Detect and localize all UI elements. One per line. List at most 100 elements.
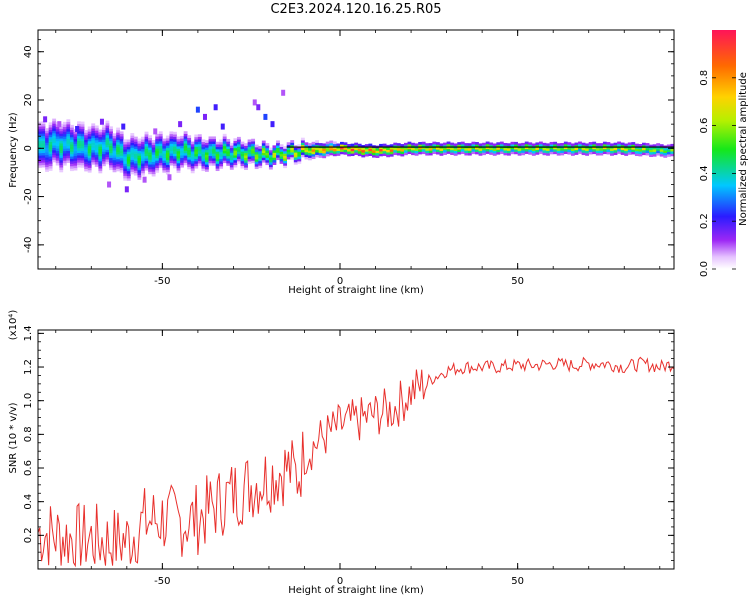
spectrogram-cell <box>109 157 113 161</box>
spectrogram-cell <box>169 160 174 164</box>
spectrogram-cell <box>38 131 42 134</box>
spectrogram-cell <box>258 162 263 166</box>
spectrogram-cell <box>55 128 60 132</box>
spectrogram-cell <box>308 143 312 146</box>
spectrogram-cell <box>84 168 89 172</box>
spectrogram-cell <box>141 153 145 157</box>
spectrogram-cell <box>126 173 131 176</box>
spectrogram-cell <box>482 142 486 146</box>
spectrogram-cell <box>553 144 558 147</box>
spectrogram-cell <box>300 147 305 151</box>
spectrogram-cell <box>101 158 106 162</box>
spectrogram-cell <box>194 141 199 145</box>
snr-y-axis-label: SNR (10 * v/v) <box>8 402 19 473</box>
spectrogram-cell <box>627 147 632 150</box>
spectrogram-cell <box>55 126 60 130</box>
spectrogram-cell <box>204 166 209 170</box>
spectrogram-cell <box>162 155 167 159</box>
spectrogram-cell <box>219 161 224 164</box>
spectrogram-cell <box>439 143 444 147</box>
spectrogram-cell <box>485 141 490 145</box>
spectrogram-cell <box>101 124 106 128</box>
spectrogram-cell <box>304 156 309 160</box>
spectrogram-cell <box>496 147 501 150</box>
spectrogram-cell <box>219 166 224 169</box>
spectrogram-cell <box>560 147 565 151</box>
snr-multiplier-label: (x10⁴) <box>8 310 19 341</box>
spectrogram-cell <box>240 160 245 164</box>
spectrogram-cell <box>212 138 216 142</box>
spectrogram-cell <box>478 150 483 154</box>
spectrogram-cell <box>286 144 291 148</box>
spectrogram-cell <box>84 161 89 165</box>
spectrogram-cell <box>418 149 423 152</box>
spectrogram-cell <box>656 152 661 156</box>
spectrogram-cell <box>119 160 124 164</box>
spectrogram-cell <box>69 161 74 164</box>
spectrogram-cell <box>55 145 60 149</box>
spectrogram-cell <box>229 145 234 149</box>
spectrogram-cell <box>130 147 135 151</box>
spectrogram-cell <box>208 158 213 161</box>
spectrogram-cell <box>62 131 67 135</box>
spectrogram-cell <box>176 148 181 152</box>
spectrogram-cell <box>94 142 99 146</box>
spectrogram-cell <box>45 152 49 156</box>
spectrogram-cell <box>247 151 252 155</box>
spectrogram-cell <box>485 146 490 150</box>
spectrogram-cell <box>119 145 124 149</box>
spectrogram-cell <box>194 144 199 147</box>
spectrogram-cell <box>126 168 131 172</box>
spectrogram-cell <box>617 148 621 152</box>
spectrogram-cell <box>244 152 248 156</box>
spectrogram-cell <box>176 170 181 173</box>
spectrogram-cell <box>176 163 181 166</box>
spectrogram-scatter-point <box>270 121 275 128</box>
spectrogram-cell <box>80 133 85 137</box>
spectrogram-cell <box>578 143 582 147</box>
spectrogram-cell <box>517 150 522 154</box>
spectrogram-cell <box>91 161 96 165</box>
spectrogram-cell <box>279 158 284 162</box>
spectrogram-cell <box>268 157 273 160</box>
spectrogram-cell <box>137 150 142 154</box>
spectrogram-cell <box>357 151 362 154</box>
spectrogram-cell <box>304 154 309 158</box>
spectrogram-cell <box>236 156 241 159</box>
spectrogram-cell <box>283 148 288 152</box>
y-tick-label: 0.4 <box>23 494 34 510</box>
spectrogram-cell <box>322 153 327 156</box>
spectrogram-cell <box>73 134 78 137</box>
colorbar-tick-label: 0.8 <box>699 70 710 86</box>
spectrogram-cell <box>663 155 668 158</box>
spectrogram-cell <box>233 147 238 151</box>
spectrogram-cell <box>112 164 117 168</box>
spectrogram-cell <box>521 142 526 146</box>
spectrogram-cell <box>478 143 483 147</box>
spectrogram-cell <box>222 136 227 139</box>
spectrogram-cell <box>475 149 479 152</box>
spectrogram-cell <box>109 140 113 144</box>
spectrogram-cell <box>38 133 42 137</box>
spectrogram-cell <box>514 149 518 152</box>
spectrogram-cell <box>41 130 46 134</box>
spectrogram-cell <box>187 144 192 148</box>
spectrogram-cell <box>371 147 376 151</box>
spectrogram-cell <box>59 164 64 168</box>
spectrogram-cell <box>197 158 202 162</box>
spectrogram-cell <box>105 149 110 153</box>
spectrogram-cell <box>364 153 369 157</box>
spectrogram-cell <box>226 155 231 159</box>
spectrogram-cell <box>496 144 501 148</box>
spectrogram-cell <box>563 144 568 147</box>
spectrogram-cell <box>162 160 167 164</box>
spectrogram-cell <box>467 152 472 156</box>
spectrogram-cell <box>91 135 96 139</box>
spectrogram-cell <box>229 159 234 163</box>
spectrogram-cell <box>148 149 152 153</box>
spectrogram-cell <box>87 126 92 130</box>
spectrogram-cell <box>41 147 46 151</box>
spectrogram-cell <box>659 153 664 157</box>
spectrogram-cell <box>91 142 96 146</box>
colorbar-tick-label: 0.2 <box>699 213 710 229</box>
